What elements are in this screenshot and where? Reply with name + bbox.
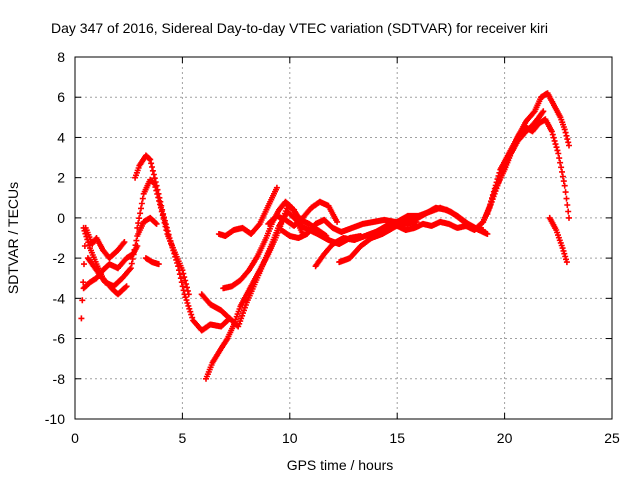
data-marker-path	[142, 255, 162, 268]
x-axis-label: GPS time / hours	[287, 457, 394, 473]
data-marker-path	[220, 198, 330, 292]
y-tick-label: -6	[53, 331, 66, 347]
y-tick-label: 2	[57, 170, 65, 186]
series-arc-18	[480, 108, 547, 225]
x-tick-label: 20	[497, 430, 513, 446]
series-arc-19	[546, 214, 570, 266]
y-tick-label: 8	[57, 49, 65, 65]
data-marker-path	[265, 198, 341, 229]
data-points	[78, 90, 572, 382]
data-marker-path	[480, 108, 547, 225]
series-arc-7	[142, 255, 162, 268]
x-tick-label: 10	[282, 430, 298, 446]
y-tick-label: 4	[57, 129, 65, 145]
series-arc-11	[215, 184, 280, 239]
data-marker-path	[198, 208, 306, 330]
x-tick-label: 15	[389, 430, 405, 446]
data-marker-path	[84, 214, 160, 290]
series-arc-6	[84, 214, 160, 290]
y-tick-label: -8	[53, 371, 66, 387]
series-arc-9	[198, 208, 306, 330]
chart-title: Day 347 of 2016, Sidereal Day-to-day VTE…	[51, 20, 548, 36]
series-arc-5	[134, 176, 192, 298]
data-marker-path	[134, 176, 192, 298]
data-marker-path	[546, 214, 570, 266]
x-tick-label: 25	[604, 430, 620, 446]
y-tick-label: 6	[57, 89, 65, 105]
y-tick-label: -2	[53, 250, 66, 266]
x-axis-ticks: 0 5 10 15 20 25	[71, 57, 620, 446]
y-axis-ticks: -10 -8 -6 -4 -2 0 2 4 6 8	[45, 49, 612, 427]
plot-frame	[74, 56, 613, 420]
y-tick-label: 0	[57, 210, 65, 226]
y-axis-label: SDTVAR / TECUs	[5, 182, 21, 294]
x-tick-label: 5	[179, 430, 187, 446]
grid-lines	[75, 57, 612, 419]
data-marker-path	[215, 184, 280, 239]
x-tick-label: 0	[71, 430, 79, 446]
series-arc-12	[265, 198, 341, 229]
y-tick-label: -10	[45, 411, 65, 427]
y-tick-label: -4	[53, 290, 66, 306]
series-arc-10	[220, 198, 330, 292]
